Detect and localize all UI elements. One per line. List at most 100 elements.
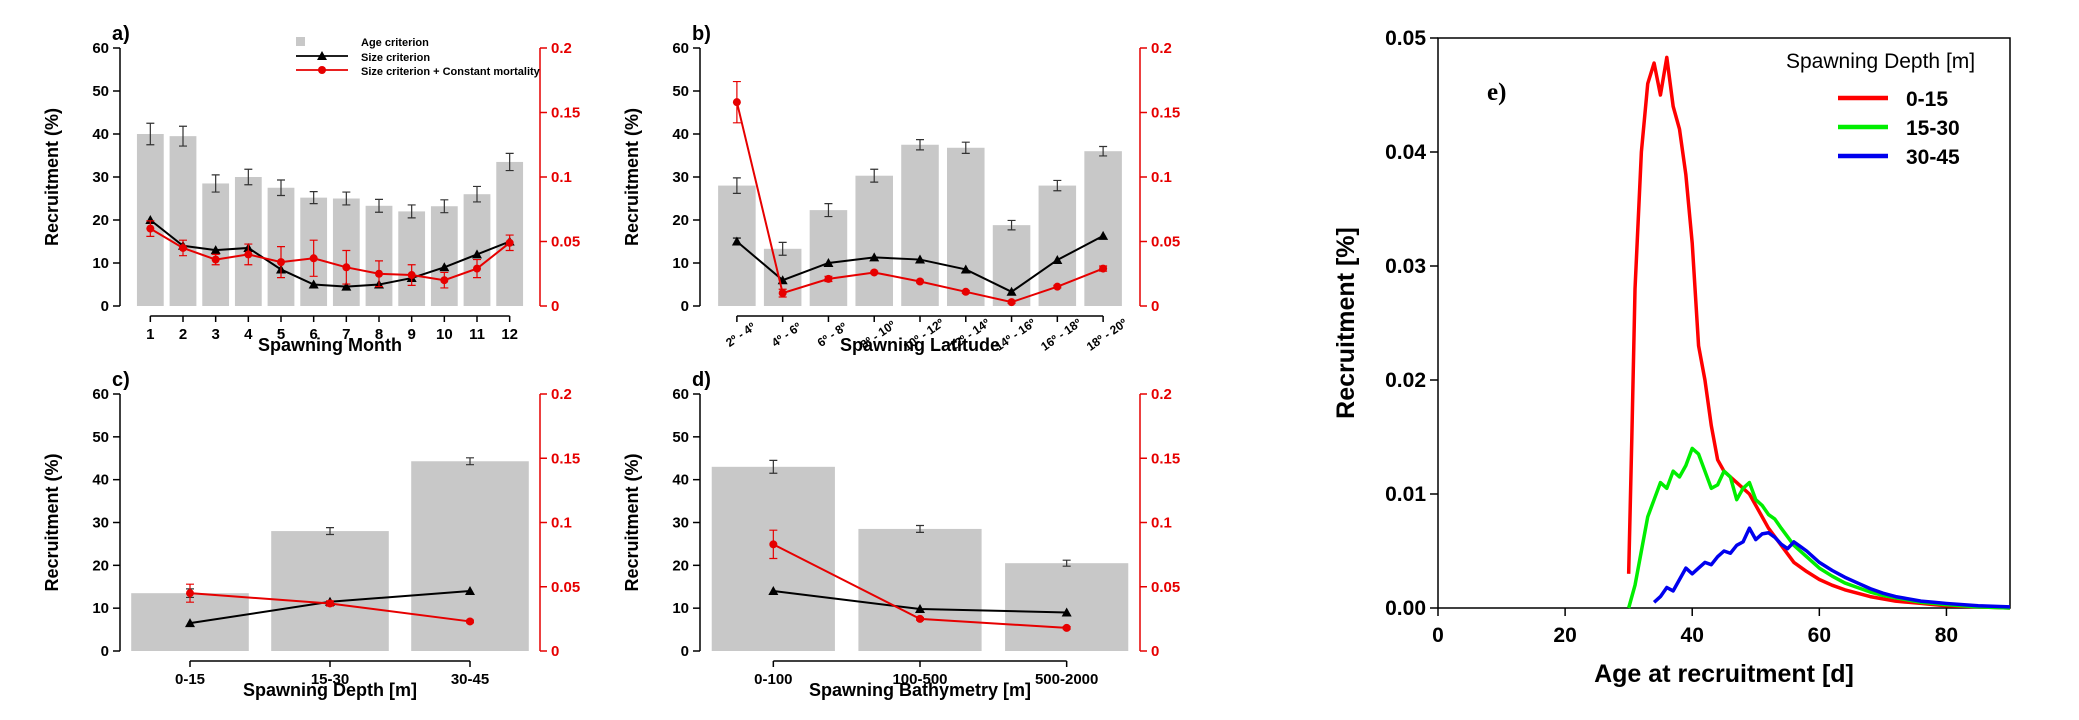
panel-label: c) [112, 369, 130, 391]
bar-error-8 [375, 198, 383, 213]
right-tick-label: 0.1 [551, 169, 572, 186]
mortality-marker-2 [916, 614, 924, 623]
bar-error-3 [824, 203, 833, 218]
x-tick-label: 0-15 [175, 671, 205, 688]
left-tick-label: 20 [672, 557, 689, 574]
size-marker-1 [768, 586, 779, 596]
x-tick-label: 30-45 [451, 671, 489, 688]
y-axis-title: Recruitment (%) [622, 453, 642, 591]
legend-label-mortality: Size criterion + Constant mortality [361, 66, 541, 78]
mortality-marker-4 [244, 250, 253, 259]
left-tick-label: 40 [92, 472, 109, 489]
y-tick-label: 0.00 [1385, 597, 1426, 620]
left-tick-label: 20 [92, 557, 109, 574]
mortality-marker-1 [186, 589, 194, 598]
panel-b: 0 10 20 30 40 50 60 0 0.05 0.1 0.15 0.2 2º - 4º 4º - … [622, 23, 1180, 355]
mortality-marker-6 [961, 287, 970, 296]
right-tick-label: 0.15 [551, 450, 580, 467]
right-tick-label: 0.2 [551, 386, 572, 403]
left-tick-label: 50 [672, 83, 689, 100]
bar-error-4 [870, 168, 879, 183]
x-tick-label: 4 [244, 326, 253, 343]
legend-label-size: Size criterion [361, 52, 430, 64]
left-tick-label: 60 [92, 386, 109, 403]
mortality-marker-3 [824, 274, 833, 283]
bar-error-5 [277, 179, 285, 197]
bar-1 [718, 185, 756, 306]
right-tick-label: 0.05 [1151, 579, 1180, 596]
right-tick-label: 0.1 [1151, 515, 1172, 532]
mortality-marker-7 [342, 263, 351, 272]
legend-title: Spawning Depth [m] [1786, 50, 1975, 73]
mortality-marker-1 [769, 540, 778, 549]
y-tick-label: 0.05 [1385, 27, 1426, 50]
left-tick-label: 0 [681, 298, 689, 315]
bar-error-4 [244, 168, 253, 186]
x-tick-label: 11 [469, 326, 485, 343]
mortality-marker-10 [440, 276, 449, 285]
right-tick-label: 0.2 [1151, 40, 1172, 57]
x-tick-label: 6 [309, 326, 317, 343]
y-axis-title: Recruitment (%) [42, 453, 62, 591]
x-tick-label: 40 [1681, 624, 1704, 647]
left-tick-label: 10 [92, 600, 109, 617]
bar-error-9 [407, 204, 416, 219]
bar-error-12 [505, 152, 514, 172]
x-tick-label: 500-2000 [1035, 671, 1098, 688]
x-tick-label: 8 [375, 326, 383, 343]
mortality-marker-6 [309, 254, 318, 263]
bar-error-2 [326, 527, 334, 536]
panel-d: 0 10 20 30 40 50 60 0 0.05 0.1 0.15 0.2 0-100 100-500… [622, 369, 1180, 700]
bar-error-3 [211, 174, 220, 193]
panel-label: d) [692, 369, 711, 391]
mortality-marker-9 [1099, 264, 1108, 273]
bar-error-9 [1099, 145, 1108, 157]
bar-error-1 [732, 177, 741, 194]
size-marker-3 [1061, 607, 1072, 617]
left-tick-label: 50 [92, 429, 109, 446]
mortality-marker-11 [473, 264, 481, 273]
mortality-marker-2 [179, 243, 187, 252]
bar-error-6 [309, 191, 318, 205]
size-marker-10 [439, 262, 450, 272]
legend-label-30-45: 30-45 [1906, 146, 1960, 169]
bar-2 [271, 531, 389, 651]
x-axis-title: Spawning Month [258, 335, 402, 355]
y-tick-label: 0.02 [1385, 369, 1426, 392]
x-tick-label: 100-500 [892, 671, 947, 688]
size-marker-3 [823, 258, 834, 267]
y-tick-label: 0.03 [1385, 255, 1426, 278]
mortality-marker-2 [326, 599, 334, 608]
size-marker-3 [465, 586, 475, 596]
panel-label: e) [1487, 79, 1506, 106]
bar-4 [855, 175, 893, 306]
x-tick-label: 0 [1432, 624, 1444, 647]
bar-2 [169, 136, 197, 306]
left-tick-label: 60 [672, 386, 689, 403]
bar-2 [858, 528, 982, 651]
panel-label: a) [112, 23, 130, 45]
bar-error-7 [1007, 219, 1016, 231]
series-line-15-30 [1626, 446, 2011, 610]
left-tick-label: 30 [92, 515, 109, 532]
x-axis-title: Spawning Bathymetry [m] [809, 680, 1031, 700]
left-tick-label: 10 [672, 600, 689, 617]
x-tick-label: 1 [146, 326, 154, 343]
x-tick-label: 9 [407, 326, 415, 343]
left-tick-label: 20 [672, 212, 689, 229]
left-tick-label: 0 [681, 643, 689, 660]
bar-error-1 [146, 122, 155, 146]
left-tick-label: 30 [672, 169, 689, 186]
left-tick-label: 60 [92, 40, 109, 57]
bar-error-3 [1062, 559, 1071, 567]
bar-error-10 [440, 199, 449, 214]
right-tick-label: 0 [551, 643, 559, 660]
size-marker-5 [915, 254, 925, 264]
size-marker-1 [731, 236, 742, 246]
size-marker-8 [1052, 254, 1063, 264]
x-axis-title: Age at recruitment [d] [1594, 660, 1854, 688]
bar-error-6 [961, 141, 970, 154]
y-axis-title: Recruitment (%) [42, 108, 62, 246]
mortality-line [149, 227, 511, 282]
